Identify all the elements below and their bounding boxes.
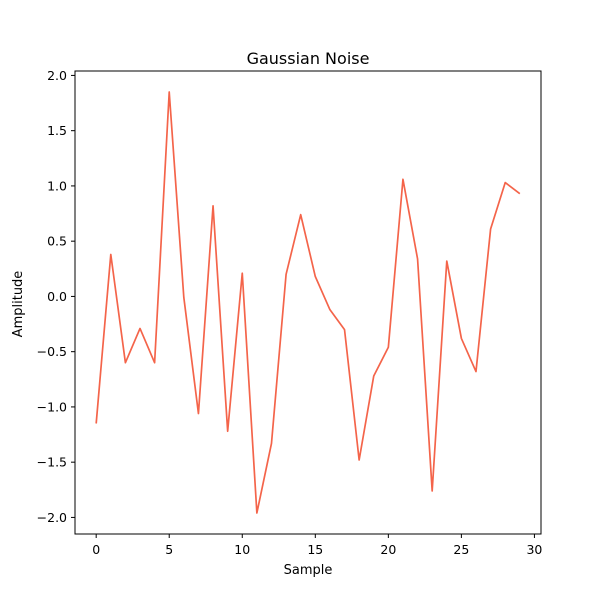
y-tick-label: 1.0 <box>47 178 67 193</box>
x-tick-label: 15 <box>307 542 323 557</box>
y-tick-label: −1.0 <box>37 399 67 414</box>
y-tick-label: 2.0 <box>47 68 67 83</box>
x-tick-label: 25 <box>453 542 469 557</box>
y-tick-label: 1.5 <box>47 123 67 138</box>
plot-area <box>74 70 542 535</box>
x-axis-label: Sample <box>284 563 333 578</box>
chart-title: Gaussian Noise <box>247 49 370 68</box>
y-tick-label: 0.5 <box>47 234 67 249</box>
y-tick-label: −2.0 <box>37 510 67 525</box>
y-tick-label: −1.5 <box>37 455 67 470</box>
x-tick-label: 5 <box>165 542 173 557</box>
x-axis: 0 5 10 15 20 25 30 <box>92 534 542 557</box>
x-tick-label: 30 <box>526 542 542 557</box>
y-axis-label: Amplitude <box>11 271 26 338</box>
plot-frame <box>74 70 542 535</box>
y-axis: −2.0 −1.5 −1.0 −0.5 0.0 0.5 1.0 1.5 2.0 <box>37 68 75 525</box>
x-tick-label: 10 <box>234 542 250 557</box>
x-tick-label: 20 <box>380 542 396 557</box>
y-tick-label: 0.0 <box>47 289 67 304</box>
x-tick-label: 0 <box>92 542 100 557</box>
y-tick-label: −0.5 <box>37 344 67 359</box>
series-line-0 <box>95 91 521 514</box>
